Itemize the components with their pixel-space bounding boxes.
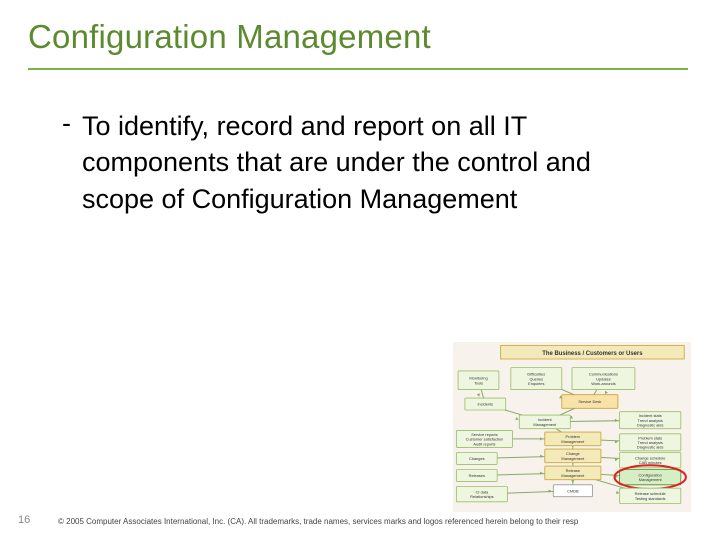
svg-text:Testing standards: Testing standards — [635, 496, 666, 501]
svg-text:Incidents: Incidents — [477, 402, 493, 407]
svg-text:Diagnostic aids: Diagnostic aids — [637, 423, 664, 428]
title-rule — [28, 68, 688, 70]
bullet-text: To identify, record and report on all IT… — [82, 108, 642, 217]
svg-text:CMDB: CMDB — [567, 488, 579, 493]
itil-diagram: The Business / Customers or UsersMonitor… — [432, 342, 712, 512]
svg-text:Enquiries: Enquiries — [528, 381, 544, 386]
page-number: 16 — [18, 514, 30, 526]
svg-text:Service Desk: Service Desk — [578, 399, 601, 404]
svg-text:The Business / Customers or Us: The Business / Customers or Users — [542, 351, 643, 357]
svg-text:Diagnostic aids: Diagnostic aids — [637, 445, 664, 450]
itil-diagram-svg: The Business / Customers or UsersMonitor… — [432, 342, 712, 512]
copyright-footer: © 2005 Computer Associates International… — [58, 517, 578, 526]
svg-text:Management: Management — [639, 477, 663, 482]
svg-text:Changes: Changes — [469, 456, 485, 461]
svg-text:Management: Management — [533, 422, 557, 427]
slide-title: Configuration Management — [28, 18, 431, 56]
svg-text:Work-arounds: Work-arounds — [591, 381, 616, 386]
bullet-marker: - — [62, 108, 71, 139]
slide: Configuration Management - To identify, … — [0, 0, 720, 540]
svg-text:Tools: Tools — [474, 380, 483, 385]
svg-text:Management: Management — [561, 456, 585, 461]
svg-text:Releases: Releases — [469, 473, 485, 478]
svg-text:Management: Management — [561, 473, 585, 478]
svg-text:Management: Management — [561, 439, 585, 444]
svg-text:Audit reports: Audit reports — [473, 441, 495, 446]
svg-text:Relationships: Relationships — [470, 494, 493, 499]
